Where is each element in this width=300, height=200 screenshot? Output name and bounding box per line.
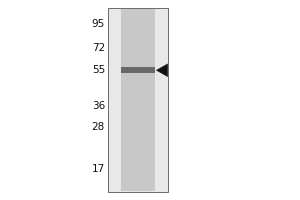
Bar [121,67,155,73]
Text: 28: 28 [92,122,105,132]
Text: 17: 17 [92,164,105,174]
Polygon shape [156,64,168,77]
Text: 36: 36 [92,101,105,111]
Text: 55: 55 [92,65,105,75]
Text: 72: 72 [92,43,105,53]
Bar [108,8,168,192]
Text: 95: 95 [92,19,105,29]
Bar [121,9,155,191]
